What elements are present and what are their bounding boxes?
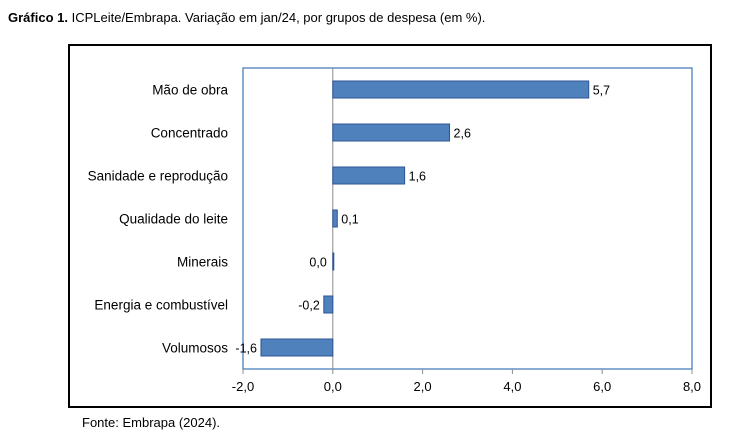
bar xyxy=(332,209,338,228)
x-axis: -2,0 0,0 2,0 4,0 6,0 8,0 xyxy=(232,369,701,394)
value-labels: 5,7 2,6 1,6 0,1 0,0 -0,2 -1,6 xyxy=(235,84,610,356)
caption-label: Gráfico 1. xyxy=(8,10,68,25)
x-tick-label: 6,0 xyxy=(593,379,611,394)
value-label: -0,2 xyxy=(298,299,320,313)
bar xyxy=(332,252,335,271)
bars xyxy=(260,80,590,357)
chart-frame xyxy=(68,44,712,408)
value-label: 5,7 xyxy=(593,84,610,98)
value-label: 0,1 xyxy=(341,213,358,227)
category-label: Concentrado xyxy=(151,126,228,141)
source-note: Fonte: Embrapa (2024). xyxy=(82,415,221,430)
value-label: 0,0 xyxy=(309,256,326,270)
x-tick-label: 4,0 xyxy=(503,379,521,394)
chart-caption: Gráfico 1. ICPLeite/Embrapa. Variação em… xyxy=(8,10,485,25)
bar xyxy=(332,123,451,142)
category-label: Mão de obra xyxy=(152,83,228,98)
value-label: -1,6 xyxy=(235,342,257,356)
category-label: Qualidade do leite xyxy=(119,212,228,227)
bar xyxy=(260,338,334,357)
plot-border xyxy=(242,67,693,370)
category-label: Volumosos xyxy=(162,341,228,356)
plot-area xyxy=(242,67,693,370)
category-labels: Mão de obra Concentrado Sanidade e reprodu… xyxy=(88,83,229,356)
x-tick-label: -2,0 xyxy=(232,379,254,394)
category-label: Sanidade e reprodução xyxy=(88,169,228,184)
caption-text: ICPLeite/Embrapa. Variação em jan/24, po… xyxy=(67,10,486,25)
bar xyxy=(323,295,334,314)
bar xyxy=(332,166,406,185)
x-tick-label: 0,0 xyxy=(324,379,342,394)
x-tick-label: 2,0 xyxy=(414,379,432,394)
value-label: 1,6 xyxy=(409,170,426,184)
value-label: 2,6 xyxy=(454,127,471,141)
category-label: Minerais xyxy=(177,255,228,270)
category-label: Energia e combustível xyxy=(94,298,228,313)
bar xyxy=(332,80,590,99)
x-tick-label: 8,0 xyxy=(683,379,701,394)
